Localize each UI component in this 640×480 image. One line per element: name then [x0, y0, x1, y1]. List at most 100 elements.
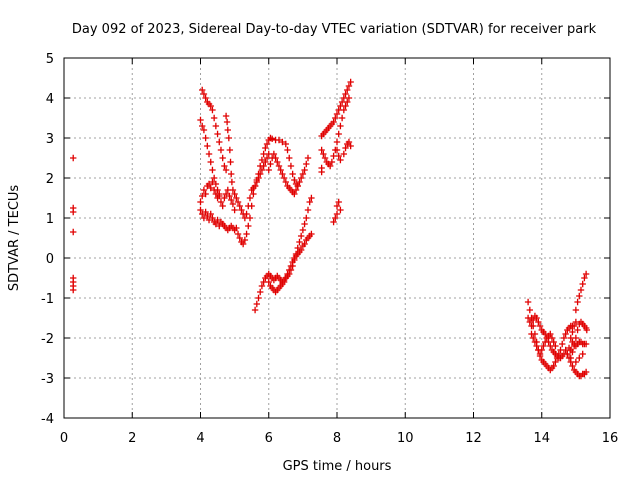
data-point: [205, 216, 213, 224]
data-point: [562, 330, 569, 338]
data-point: [301, 240, 308, 248]
data-point: [579, 280, 586, 288]
data-point: [270, 150, 278, 158]
data-point: [345, 94, 353, 102]
data-point: [333, 138, 341, 146]
y-tick-label: 4: [46, 92, 54, 107]
data-point: [212, 180, 220, 188]
data-point: [199, 122, 206, 130]
data-point: [245, 222, 252, 230]
data-point: [308, 194, 315, 202]
data-point: [231, 206, 238, 214]
data-point: [294, 182, 301, 190]
data-point: [255, 170, 262, 178]
y-tick-label: 2: [46, 172, 54, 187]
data-point: [577, 286, 585, 294]
data-point: [274, 158, 281, 166]
data-point: [541, 338, 549, 346]
data-point: [340, 150, 348, 158]
data-point: [335, 130, 342, 138]
data-point: [337, 206, 344, 214]
data-point: [333, 202, 341, 210]
data-point: [530, 316, 537, 324]
data-point: [560, 334, 568, 342]
data-point: [275, 162, 283, 170]
data-point: [241, 214, 249, 222]
data-point: [582, 368, 590, 376]
data-point: [207, 210, 214, 218]
data-point: [303, 160, 310, 168]
data-point: [202, 134, 209, 142]
data-point: [197, 116, 204, 124]
data-point: [332, 214, 339, 222]
data-point: [262, 144, 269, 152]
data-point: [221, 194, 228, 202]
data-point: [217, 198, 225, 206]
data-point: [345, 82, 353, 90]
data-point: [227, 158, 234, 166]
data-point: [217, 146, 225, 154]
y-tick-label: -4: [41, 412, 54, 427]
data-point: [320, 150, 327, 158]
data-point: [287, 162, 295, 170]
data-point: [202, 94, 209, 102]
data-point: [200, 214, 208, 222]
data-point: [280, 174, 288, 182]
data-point: [197, 206, 204, 214]
data-point: [212, 122, 220, 130]
data-point: [224, 126, 231, 134]
data-point: [338, 114, 346, 122]
data-point: [548, 334, 556, 342]
data-point: [205, 150, 213, 158]
data-point: [287, 262, 295, 270]
data-point: [268, 135, 276, 142]
y-tick-label: 0: [46, 252, 54, 267]
data-point: [524, 314, 532, 322]
data-point: [219, 154, 226, 162]
data-point: [291, 190, 298, 198]
data-point: [536, 350, 544, 358]
y-tick-label: -3: [41, 372, 54, 387]
data-point: [337, 156, 344, 164]
data-point: [200, 126, 208, 134]
data-point: [304, 154, 312, 162]
x-tick-label: 10: [397, 431, 414, 446]
data-point: [533, 342, 540, 350]
data-point: [228, 170, 235, 178]
data-point: [297, 232, 305, 240]
y-axis-label: SDTVAR / TECUs: [7, 185, 22, 292]
data-point: [526, 318, 534, 326]
data-point: [243, 210, 250, 218]
data-point: [210, 114, 218, 122]
data-points: [70, 78, 590, 380]
data-point: [337, 122, 344, 130]
data-point: [333, 146, 341, 154]
data-point: [528, 330, 535, 338]
data-point: [569, 328, 576, 336]
chart-title: Day 092 of 2023, Sidereal Day-to-day VTE…: [72, 22, 597, 37]
data-point: [538, 346, 545, 354]
data-point: [279, 170, 286, 178]
data-point: [333, 210, 341, 218]
data-point: [221, 162, 228, 170]
data-point: [583, 326, 590, 334]
data-point: [335, 152, 342, 160]
data-point: [291, 176, 298, 184]
data-point: [582, 340, 590, 348]
data-point: [289, 258, 296, 266]
data-point: [253, 300, 261, 308]
data-point: [241, 236, 249, 244]
x-tick-label: 14: [533, 431, 550, 446]
data-point: [564, 350, 571, 358]
data-point: [257, 288, 264, 296]
grid-lines: [64, 58, 610, 418]
data-point: [207, 158, 214, 166]
data-point: [239, 240, 247, 248]
data-point: [289, 170, 296, 178]
data-point: [574, 298, 581, 306]
data-point: [255, 294, 262, 302]
data-point: [531, 338, 539, 346]
data-point: [207, 184, 214, 192]
data-point: [233, 194, 240, 202]
data-point: [552, 358, 559, 366]
